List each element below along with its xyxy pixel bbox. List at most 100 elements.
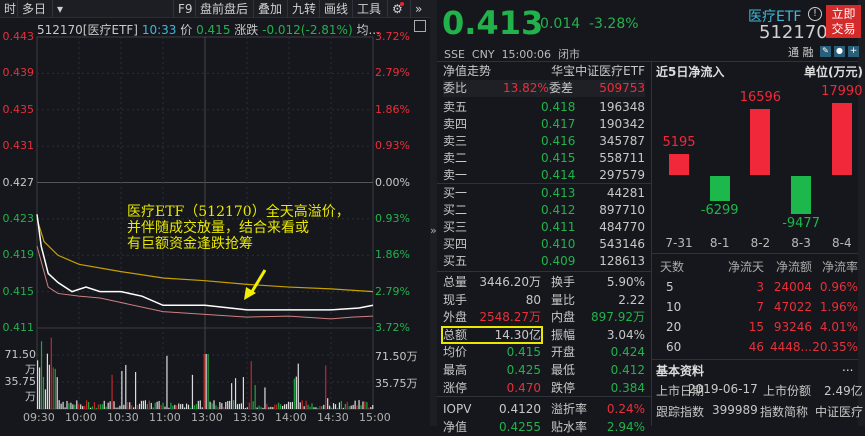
trade-now-button[interactable]: 立即 交易 [826, 5, 861, 38]
volume-bar [87, 402, 90, 409]
diff-label: 委差 [549, 81, 574, 95]
f9-button[interactable]: F9 [173, 0, 197, 18]
volume-bar [360, 405, 362, 409]
stat-label: 内盘 [551, 310, 576, 325]
nav-trend-link[interactable]: 净值走势 [443, 64, 492, 78]
layout-icon[interactable] [414, 20, 426, 32]
bid-row[interactable]: 买二 0.412 897710 [443, 202, 645, 219]
draw-line-button[interactable]: 画线 [319, 0, 352, 18]
market-status: 闭市 [557, 48, 580, 61]
flow-value-label: -9477 [782, 215, 820, 231]
stat-row: 外盘 2548.27万 内盘 897.92万 [443, 309, 645, 326]
volume-bar [103, 400, 105, 409]
pct-axis-label: 2.79% [375, 66, 410, 80]
info-icon[interactable]: ! [808, 7, 822, 21]
tab-time[interactable]: 时 [4, 2, 17, 16]
bid-row[interactable]: 买一 0.413 44281 [443, 185, 645, 202]
divider [437, 183, 651, 184]
tab-multi-day[interactable]: 多日 [17, 0, 50, 18]
volume-bar [291, 401, 293, 409]
arrow-icon [248, 269, 267, 296]
level-volume: 190342 [599, 117, 645, 131]
security-name: 512170[医疗ETF] [37, 23, 138, 37]
ask-row[interactable]: 卖一 0.414 297579 [443, 167, 645, 184]
volume-bar [50, 337, 52, 409]
more-button[interactable]: ... [842, 360, 854, 374]
level-label: 卖五 [443, 100, 468, 114]
edit-icon[interactable]: ✎ [820, 46, 831, 57]
stat-label: 量比 [551, 292, 576, 307]
volume-bar [327, 398, 329, 409]
level-label: 卖三 [443, 134, 468, 148]
level-price: 0.414 [541, 168, 576, 182]
bid-row[interactable]: 买五 0.409 128613 [443, 253, 645, 270]
scrollbar[interactable] [858, 0, 865, 426]
flow-bar[interactable] [831, 103, 852, 175]
volume-bar [172, 405, 174, 409]
bid-row[interactable]: 买四 0.410 543146 [443, 236, 645, 253]
dropdown-arrow-icon[interactable]: ▾ [52, 0, 67, 18]
stat-label: 外盘 [443, 310, 468, 325]
level-price: 0.409 [541, 254, 576, 268]
volume-bar [242, 377, 244, 409]
price-axis-label: 0.411 [2, 321, 35, 335]
listing-shares-label: 上市份额 [763, 384, 812, 398]
volume-bar [285, 404, 288, 409]
nine-turn-button[interactable]: 九转 [287, 0, 320, 18]
volume-bar [76, 400, 78, 409]
stat-label: 溢折率 [551, 402, 588, 417]
panel-divider[interactable] [430, 0, 437, 426]
ask-row[interactable]: 卖五 0.418 196348 [443, 99, 645, 116]
volume-bar [207, 354, 209, 409]
overlay-button[interactable]: 叠加 [253, 0, 286, 18]
tools-button[interactable]: 工具 [352, 0, 385, 18]
stat-label: 振幅 [551, 327, 576, 342]
volume-bar [223, 406, 225, 409]
volume-bar [40, 341, 43, 409]
avg-label: 均... [356, 23, 380, 37]
volume-bar [193, 405, 195, 409]
volume-bar [189, 407, 192, 409]
pct-axis-label: 1.86% [375, 102, 410, 116]
stat-value: 0.384 [610, 380, 645, 395]
expand-icon[interactable]: » [410, 0, 426, 18]
volume-bar [217, 407, 219, 409]
stat-value: 2.22 [618, 292, 645, 307]
ask-row[interactable]: 卖二 0.415 558711 [443, 150, 645, 167]
volume-bar [287, 401, 290, 409]
volume-bar [44, 389, 47, 409]
ask-row[interactable]: 卖三 0.416 345787 [443, 133, 645, 150]
volume-bar [227, 401, 229, 409]
volume-bar [264, 387, 266, 409]
gear-icon[interactable]: ⚙ [387, 0, 407, 18]
volume-bar [66, 400, 68, 409]
last-price: 0.413 [442, 4, 544, 42]
flow-bar[interactable] [709, 176, 730, 202]
tag-tong: 通 [788, 46, 799, 59]
flow-table-header: 天数 [660, 260, 685, 274]
flow-bar[interactable] [669, 154, 689, 175]
volume-bar [354, 400, 356, 409]
level-volume: 44281 [606, 186, 645, 200]
pre-post-market-button[interactable]: 盘前盘后 [195, 0, 252, 18]
volume-bar [276, 404, 278, 409]
pct-axis-label: 3.72% [375, 30, 410, 43]
volume-bar [113, 401, 115, 409]
stat-row: IOPV 0.4120 溢折率 0.24% [443, 401, 645, 418]
index-name-label: 指数简称 [760, 405, 809, 419]
bid-row[interactable]: 买三 0.411 484770 [443, 219, 645, 236]
flow-table-cell: 20.35% [812, 340, 858, 354]
annotation: 医疗ETF（512170）全天高溢价， 并伴随成交放量，结合来看或 有巨额资金逢… [127, 204, 350, 252]
add-icon[interactable]: + [848, 46, 859, 57]
flow-bar[interactable] [750, 108, 771, 175]
bell-icon[interactable]: ● [834, 46, 845, 57]
trade-button-label: 交易 [831, 22, 856, 36]
collapse-icon[interactable]: » [430, 224, 437, 237]
flow-table-cell: 1.96% [819, 300, 858, 314]
volume-bar [60, 403, 62, 409]
volume-bar [229, 400, 231, 409]
volume-bar [246, 407, 248, 409]
volume-bar [195, 404, 197, 409]
ask-row[interactable]: 卖四 0.417 190342 [443, 116, 645, 133]
flow-bar[interactable] [791, 176, 812, 214]
